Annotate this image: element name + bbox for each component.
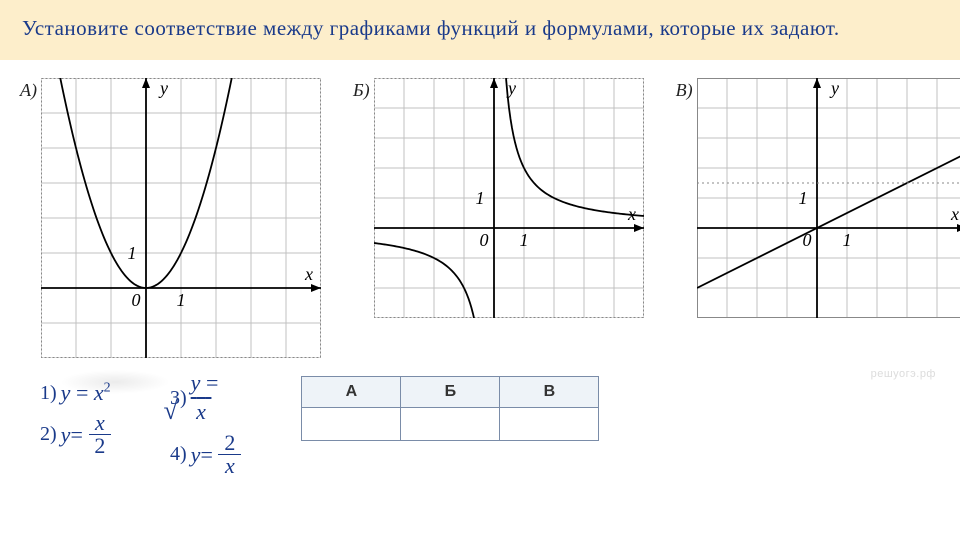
answer-header-V: В	[500, 377, 599, 408]
svg-text:1: 1	[798, 188, 807, 208]
svg-text:0: 0	[479, 230, 488, 250]
formula-1: 1) y = x2	[40, 380, 130, 406]
answer-cell-B[interactable]	[401, 408, 500, 441]
svg-text:1: 1	[475, 188, 484, 208]
answer-table: А Б В	[301, 376, 599, 441]
answer-input-row	[302, 408, 599, 441]
formula-4-num: 4)	[170, 443, 187, 466]
chart-B-svg: 011yx	[374, 78, 644, 318]
chart-V: В) 011yx	[676, 78, 960, 358]
formula-2: 2) y = x 2	[40, 412, 130, 457]
answer-table-wrap: А Б В	[301, 370, 599, 441]
answer-cell-A[interactable]	[302, 408, 401, 441]
svg-text:x: x	[950, 204, 959, 224]
svg-text:y: y	[829, 78, 839, 98]
svg-text:1: 1	[177, 290, 186, 310]
chart-V-svg: 011yx	[697, 78, 960, 318]
formula-2-num: 2)	[40, 423, 57, 446]
formula-3: 3) y = x √xx	[170, 370, 241, 426]
svg-text:x: x	[304, 264, 313, 284]
chart-A-svg: 0 1 1 y x	[41, 78, 321, 358]
watermark: решуогэ.рф	[871, 368, 936, 380]
instruction-banner: Установите соответствие между графиками …	[0, 0, 960, 60]
formula-4-expr: y = 2 x	[191, 432, 242, 477]
chart-A: А) 0 1 1 y x	[20, 78, 321, 358]
svg-text:0: 0	[132, 290, 141, 310]
answer-header-row: А Б В	[302, 377, 599, 408]
chart-B: Б) 011yx	[353, 78, 644, 358]
chart-A-label: А)	[20, 80, 37, 101]
svg-text:y: y	[158, 78, 168, 98]
formula-1-num: 1)	[40, 382, 57, 405]
svg-text:1: 1	[842, 230, 851, 250]
chart-B-label: Б)	[353, 80, 370, 101]
answer-header-A: А	[302, 377, 401, 408]
formula-4: 4) y = 2 x	[170, 432, 241, 477]
formula-1-expr: y = x2	[61, 380, 111, 406]
formula-col-1: 1) y = x2 2) y = x 2	[40, 370, 170, 457]
answer-header-B: Б	[401, 377, 500, 408]
instruction-text: Установите соответствие между графиками …	[22, 16, 840, 40]
formula-3-expr: y = x √xx	[191, 370, 233, 426]
formula-2-expr: y = x 2	[61, 412, 112, 457]
charts-row: А) 0 1 1 y x Б) 0 1 1 y x В) 0 1 1 y x	[0, 60, 960, 358]
svg-text:1: 1	[128, 243, 137, 263]
svg-text:1: 1	[519, 230, 528, 250]
chart-V-label: В)	[676, 80, 693, 101]
formula-and-answer-row: 1) y = x2 2) y = x 2 3) y = x √xx 4)	[0, 358, 960, 477]
answer-cell-V[interactable]	[500, 408, 599, 441]
formula-col-2: 3) y = x √xx 4) y = 2 x	[170, 370, 241, 477]
